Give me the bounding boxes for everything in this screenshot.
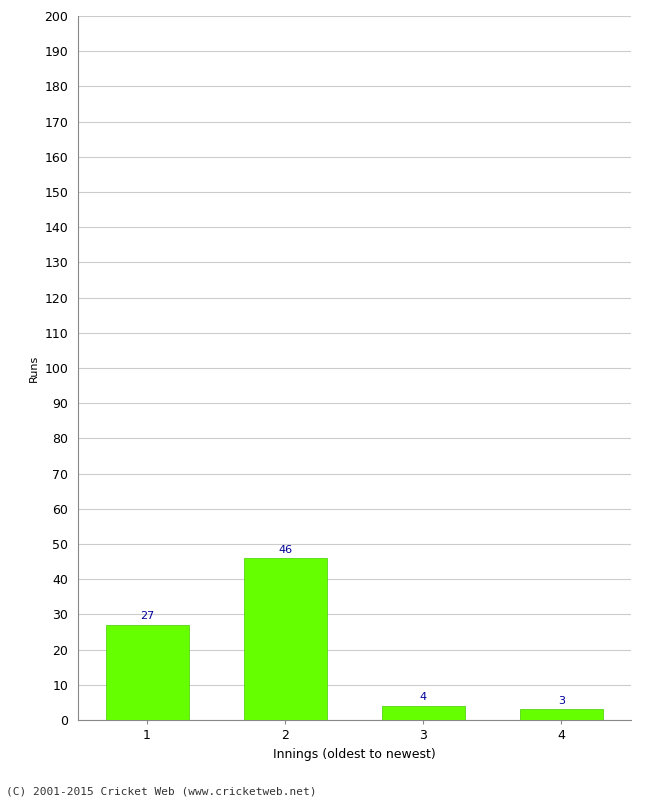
Text: (C) 2001-2015 Cricket Web (www.cricketweb.net): (C) 2001-2015 Cricket Web (www.cricketwe…	[6, 786, 317, 796]
Text: 27: 27	[140, 611, 154, 622]
Y-axis label: Runs: Runs	[29, 354, 39, 382]
Bar	[105, 625, 188, 720]
Text: 4: 4	[420, 692, 427, 702]
X-axis label: Innings (oldest to newest): Innings (oldest to newest)	[273, 747, 436, 761]
Bar	[520, 710, 603, 720]
Bar	[382, 706, 465, 720]
Bar	[244, 558, 326, 720]
Text: 46: 46	[278, 545, 292, 554]
Text: 3: 3	[558, 696, 565, 706]
